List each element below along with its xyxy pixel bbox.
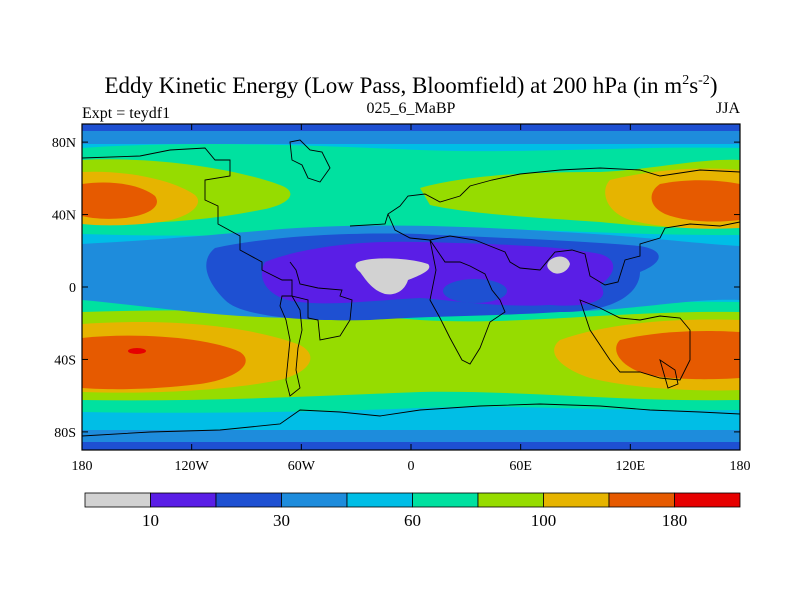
colorbar-swatch bbox=[281, 492, 348, 508]
contour-band-north-orange-w bbox=[82, 182, 157, 219]
contour-band-north-orange-e bbox=[651, 180, 740, 222]
colorbar-label: 30 bbox=[273, 511, 290, 530]
colorbar-swatch bbox=[477, 492, 544, 508]
colorbar-label: 60 bbox=[404, 511, 421, 530]
lat-tick-label: 40S bbox=[54, 353, 76, 368]
colorbar-swatch bbox=[608, 492, 675, 508]
coastlines bbox=[82, 139, 740, 437]
lon-tick-label: 60W bbox=[288, 459, 316, 474]
contour-band-south-orange-w bbox=[82, 335, 246, 390]
colorbar-label: 180 bbox=[662, 511, 688, 530]
colorbar-label: 100 bbox=[531, 511, 557, 530]
contour-band-south-high bbox=[82, 430, 740, 442]
contour-band-north-high bbox=[82, 131, 740, 144]
lon-tick-label: 0 bbox=[408, 459, 415, 474]
lon-tick-label: 120W bbox=[175, 459, 210, 474]
contour-map bbox=[82, 124, 740, 450]
figure-title: Eddy Kinetic Energy (Low Pass, Bloomfiel… bbox=[105, 73, 718, 98]
contour-min-sahara bbox=[355, 258, 430, 295]
colorbar-swatch bbox=[412, 492, 479, 508]
contour-max-south bbox=[128, 348, 146, 354]
lat-tick-label: 80N bbox=[52, 136, 76, 151]
contour-hole-tropics bbox=[443, 279, 507, 303]
colorbar-swatch bbox=[543, 492, 610, 508]
contour-band-south-orange-e bbox=[616, 330, 740, 380]
colorbar-swatch bbox=[674, 492, 741, 508]
lat-tick-label: 80S bbox=[54, 426, 76, 441]
lon-tick-label: 120E bbox=[616, 459, 646, 474]
contour-min-arabia bbox=[547, 256, 570, 274]
colorbar-swatch bbox=[84, 492, 151, 508]
colorbar: 10 30 60 100 180 bbox=[84, 492, 741, 530]
lon-tick-label: 60E bbox=[509, 459, 532, 474]
colorbar-label: 10 bbox=[142, 511, 159, 530]
colorbar-swatch bbox=[150, 492, 217, 508]
colorbar-swatch bbox=[346, 492, 413, 508]
experiment-label: Expt = teydf1 bbox=[82, 105, 170, 122]
season-label: JJA bbox=[716, 100, 740, 117]
latitude-axis: 80N 40N 0 40S 80S bbox=[52, 136, 740, 441]
lat-tick-label: 0 bbox=[69, 281, 76, 296]
lon-tick-label: 180 bbox=[72, 459, 93, 474]
longitude-axis: 180 120W 60W 0 60E 120E 180 bbox=[72, 124, 751, 474]
lon-tick-label: 180 bbox=[730, 459, 751, 474]
lat-tick-label: 40N bbox=[52, 209, 76, 224]
case-label: 025_6_MaBP bbox=[367, 100, 456, 117]
colorbar-swatch bbox=[215, 492, 282, 508]
contour-band-tropics-purple bbox=[261, 241, 614, 306]
